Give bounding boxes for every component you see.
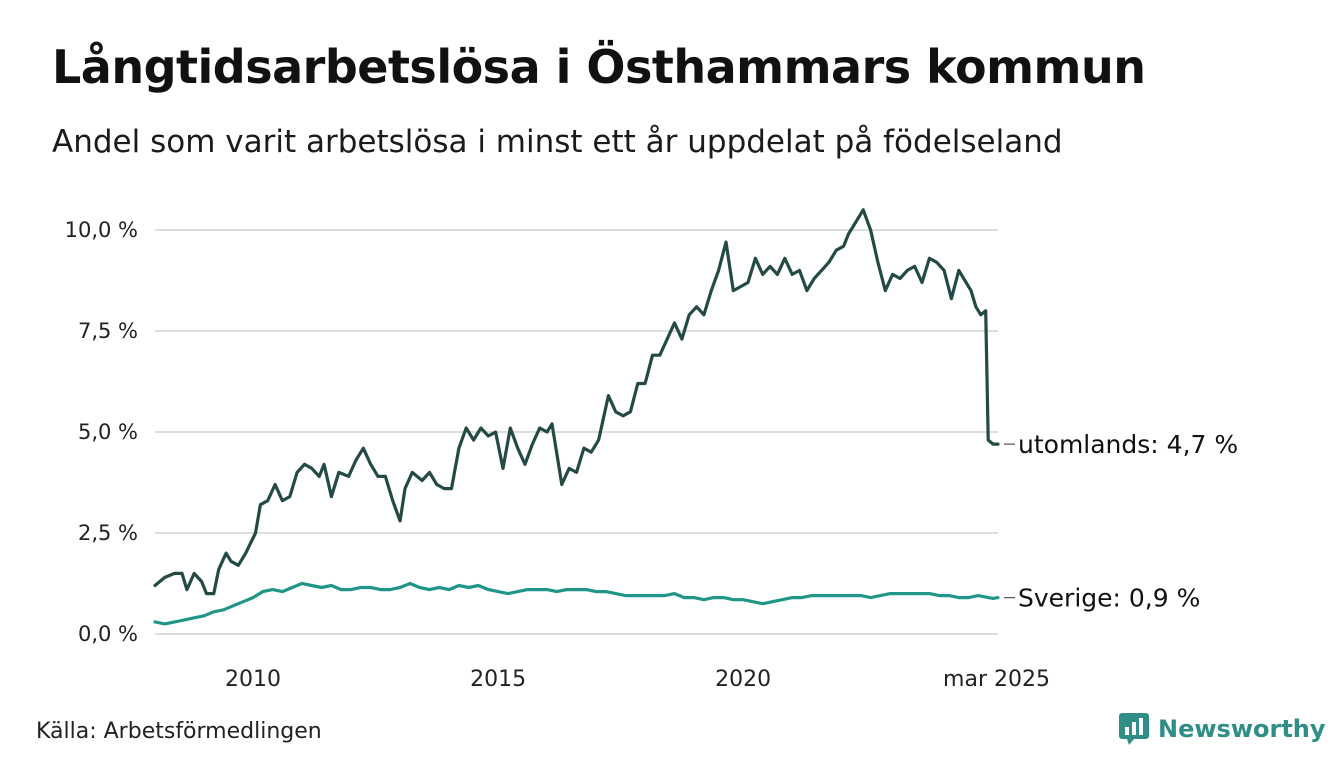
end-label-utomlands: utomlands: 4,7 % bbox=[1018, 430, 1238, 459]
chart-title: Långtidsarbetslösa i Östhammars kommun bbox=[52, 40, 1146, 94]
x-tick-label: 2015 bbox=[470, 667, 526, 692]
gridlines bbox=[155, 229, 998, 635]
y-axis-ticks: 0,0 % 2,5 % 5,0 % 7,5 % 10,0 % bbox=[65, 218, 138, 646]
brand-name: Newsworthy bbox=[1158, 715, 1326, 743]
chart-subtitle: Andel som varit arbetslösa i minst ett å… bbox=[52, 124, 1063, 160]
x-tick-label: 2020 bbox=[715, 667, 771, 692]
end-labels: utomlands: 4,7 % Sverige: 0,9 % bbox=[1004, 430, 1238, 613]
end-label-sverige: Sverige: 0,9 % bbox=[1018, 584, 1200, 613]
series-line-utomlands bbox=[153, 208, 1000, 596]
source-note: Källa: Arbetsförmedlingen bbox=[36, 719, 322, 744]
y-tick-label: 7,5 % bbox=[78, 319, 138, 343]
x-tick-label: mar 2025 bbox=[943, 667, 1050, 692]
newsworthy-chart-logo-icon bbox=[1119, 713, 1149, 745]
x-axis-ticks: 2010 2015 2020 mar 2025 bbox=[225, 667, 1050, 692]
series-line-sverige bbox=[153, 581, 1000, 626]
y-tick-label: 0,0 % bbox=[78, 622, 138, 646]
y-tick-label: 10,0 % bbox=[65, 218, 138, 242]
y-tick-label: 5,0 % bbox=[78, 420, 138, 444]
x-tick-label: 2010 bbox=[225, 667, 281, 692]
series-lines bbox=[153, 208, 1000, 626]
y-tick-label: 2,5 % bbox=[78, 521, 138, 545]
brand-logo[interactable]: Newsworthy bbox=[1118, 712, 1326, 746]
